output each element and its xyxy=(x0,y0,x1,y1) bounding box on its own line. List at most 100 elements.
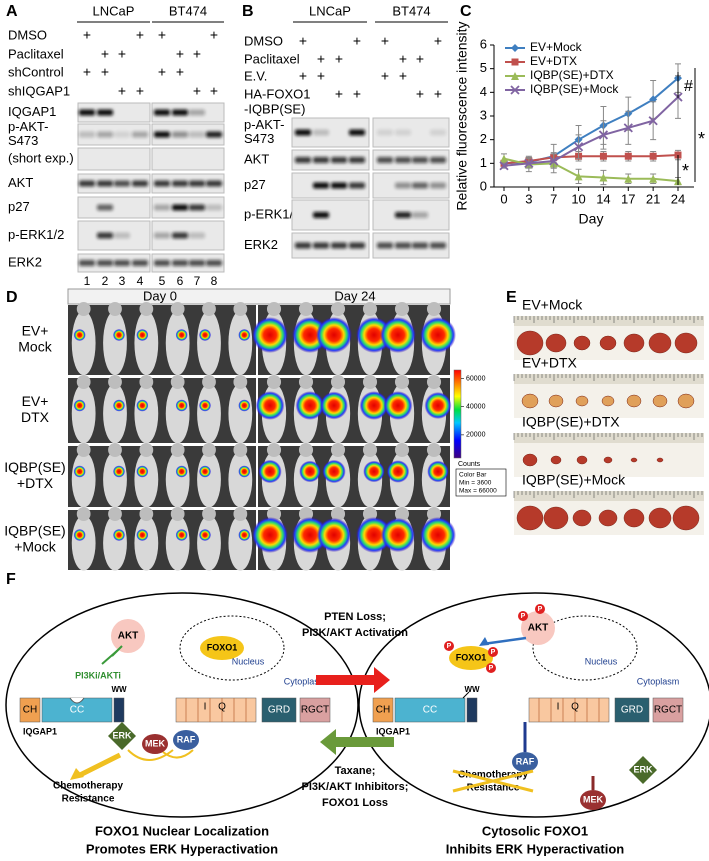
signal xyxy=(175,529,188,541)
band xyxy=(331,157,347,163)
band xyxy=(430,242,446,249)
tumor xyxy=(576,455,588,465)
y-tick-label: 0 xyxy=(480,178,487,193)
akt xyxy=(111,619,145,653)
colorbar-title: Counts xyxy=(458,461,481,468)
band xyxy=(189,260,205,266)
binding-notch xyxy=(69,697,85,704)
band xyxy=(295,129,311,136)
blot-label: (short exp.) xyxy=(8,150,74,165)
day-label: Day 24 xyxy=(334,288,375,303)
group-label: IQBP(SE) xyxy=(4,523,65,539)
plus: + xyxy=(101,64,109,80)
cell-line: BT474 xyxy=(169,3,207,18)
legend-marker xyxy=(511,72,519,80)
lane-number: 7 xyxy=(194,274,201,288)
phospho xyxy=(486,663,496,673)
signal xyxy=(420,317,456,353)
blot-label: p-AKT- xyxy=(244,117,284,132)
y-axis-label: Relative fluorescence intensity xyxy=(454,21,470,210)
transition-label: Taxane; xyxy=(335,765,376,777)
mouse-head xyxy=(362,375,378,389)
arrowhead xyxy=(479,637,489,646)
band xyxy=(206,260,222,266)
tumor xyxy=(648,507,672,529)
mouse-head xyxy=(233,443,248,457)
plus: + xyxy=(399,68,407,84)
band xyxy=(172,232,188,239)
band xyxy=(349,182,365,189)
x-tick-label: 10 xyxy=(571,191,585,206)
mouse-head xyxy=(394,302,410,316)
domain xyxy=(372,697,394,723)
domain xyxy=(113,697,125,723)
resistance-label: Resistance xyxy=(467,783,520,794)
signal xyxy=(199,529,211,541)
mouse xyxy=(134,451,159,508)
mouse-head xyxy=(266,375,282,389)
mouse-head xyxy=(298,443,314,457)
iqgap1-label: IQGAP1 xyxy=(376,726,410,736)
band xyxy=(189,131,205,138)
mouse xyxy=(228,310,253,376)
mouse-head xyxy=(330,443,346,457)
cell-line: LNCaP xyxy=(93,3,135,18)
mouse-head xyxy=(202,375,216,389)
band xyxy=(430,129,446,136)
mouse-head xyxy=(362,302,378,316)
mouse-head xyxy=(76,375,91,389)
plus: + xyxy=(158,64,166,80)
plus: + xyxy=(210,83,218,99)
colorbar-tick-label: 20000 xyxy=(466,432,486,439)
domain-label: CC xyxy=(70,705,84,716)
blot xyxy=(77,102,151,123)
signal xyxy=(427,460,449,483)
tumor xyxy=(572,509,592,527)
band xyxy=(206,180,222,187)
image-bg xyxy=(68,446,256,507)
mouse xyxy=(197,515,221,571)
signal xyxy=(113,529,125,541)
image-bg xyxy=(258,446,450,507)
marker xyxy=(599,152,607,160)
day-label: Day 0 xyxy=(143,288,177,303)
band xyxy=(97,109,113,116)
blot xyxy=(77,196,151,219)
band xyxy=(172,204,188,211)
signal xyxy=(175,329,188,341)
mek-label: MEK xyxy=(145,738,166,748)
group-label: IQBP(SE)+DTX xyxy=(522,414,620,430)
y-tick-label: 5 xyxy=(480,60,487,75)
group-label: IQBP(SE) xyxy=(4,459,65,475)
erk xyxy=(629,756,657,784)
mouse xyxy=(165,515,190,571)
domain xyxy=(479,698,527,722)
mouse-head xyxy=(298,375,314,389)
band xyxy=(395,157,411,163)
info-text: Color Bar xyxy=(459,472,487,479)
caption: Promotes ERK Hyperactivation xyxy=(86,841,278,856)
marker xyxy=(524,158,534,168)
image-bg xyxy=(258,378,450,443)
annotation: # xyxy=(684,78,693,95)
mouse-head xyxy=(330,302,346,316)
signal xyxy=(383,391,413,420)
marker xyxy=(649,152,657,160)
y-tick-label: 3 xyxy=(480,107,487,122)
treatment: E.V. xyxy=(244,68,267,83)
transition-label: PI3K/AKT Inhibitors; xyxy=(302,781,409,793)
iqgap1-label: IQGAP1 xyxy=(23,726,57,736)
cytoplasm-label: Cytoplasm xyxy=(284,676,327,686)
tumor xyxy=(672,505,700,531)
panel-label: B xyxy=(242,3,254,20)
treatment: Paclitaxel xyxy=(244,51,300,66)
band xyxy=(412,157,428,163)
band xyxy=(97,180,113,187)
phospho xyxy=(535,604,545,614)
mek xyxy=(142,734,168,754)
mouse-head xyxy=(108,302,122,316)
plus: + xyxy=(118,46,126,62)
cell-line: LNCaP xyxy=(309,3,351,18)
mouse-head xyxy=(202,302,216,316)
